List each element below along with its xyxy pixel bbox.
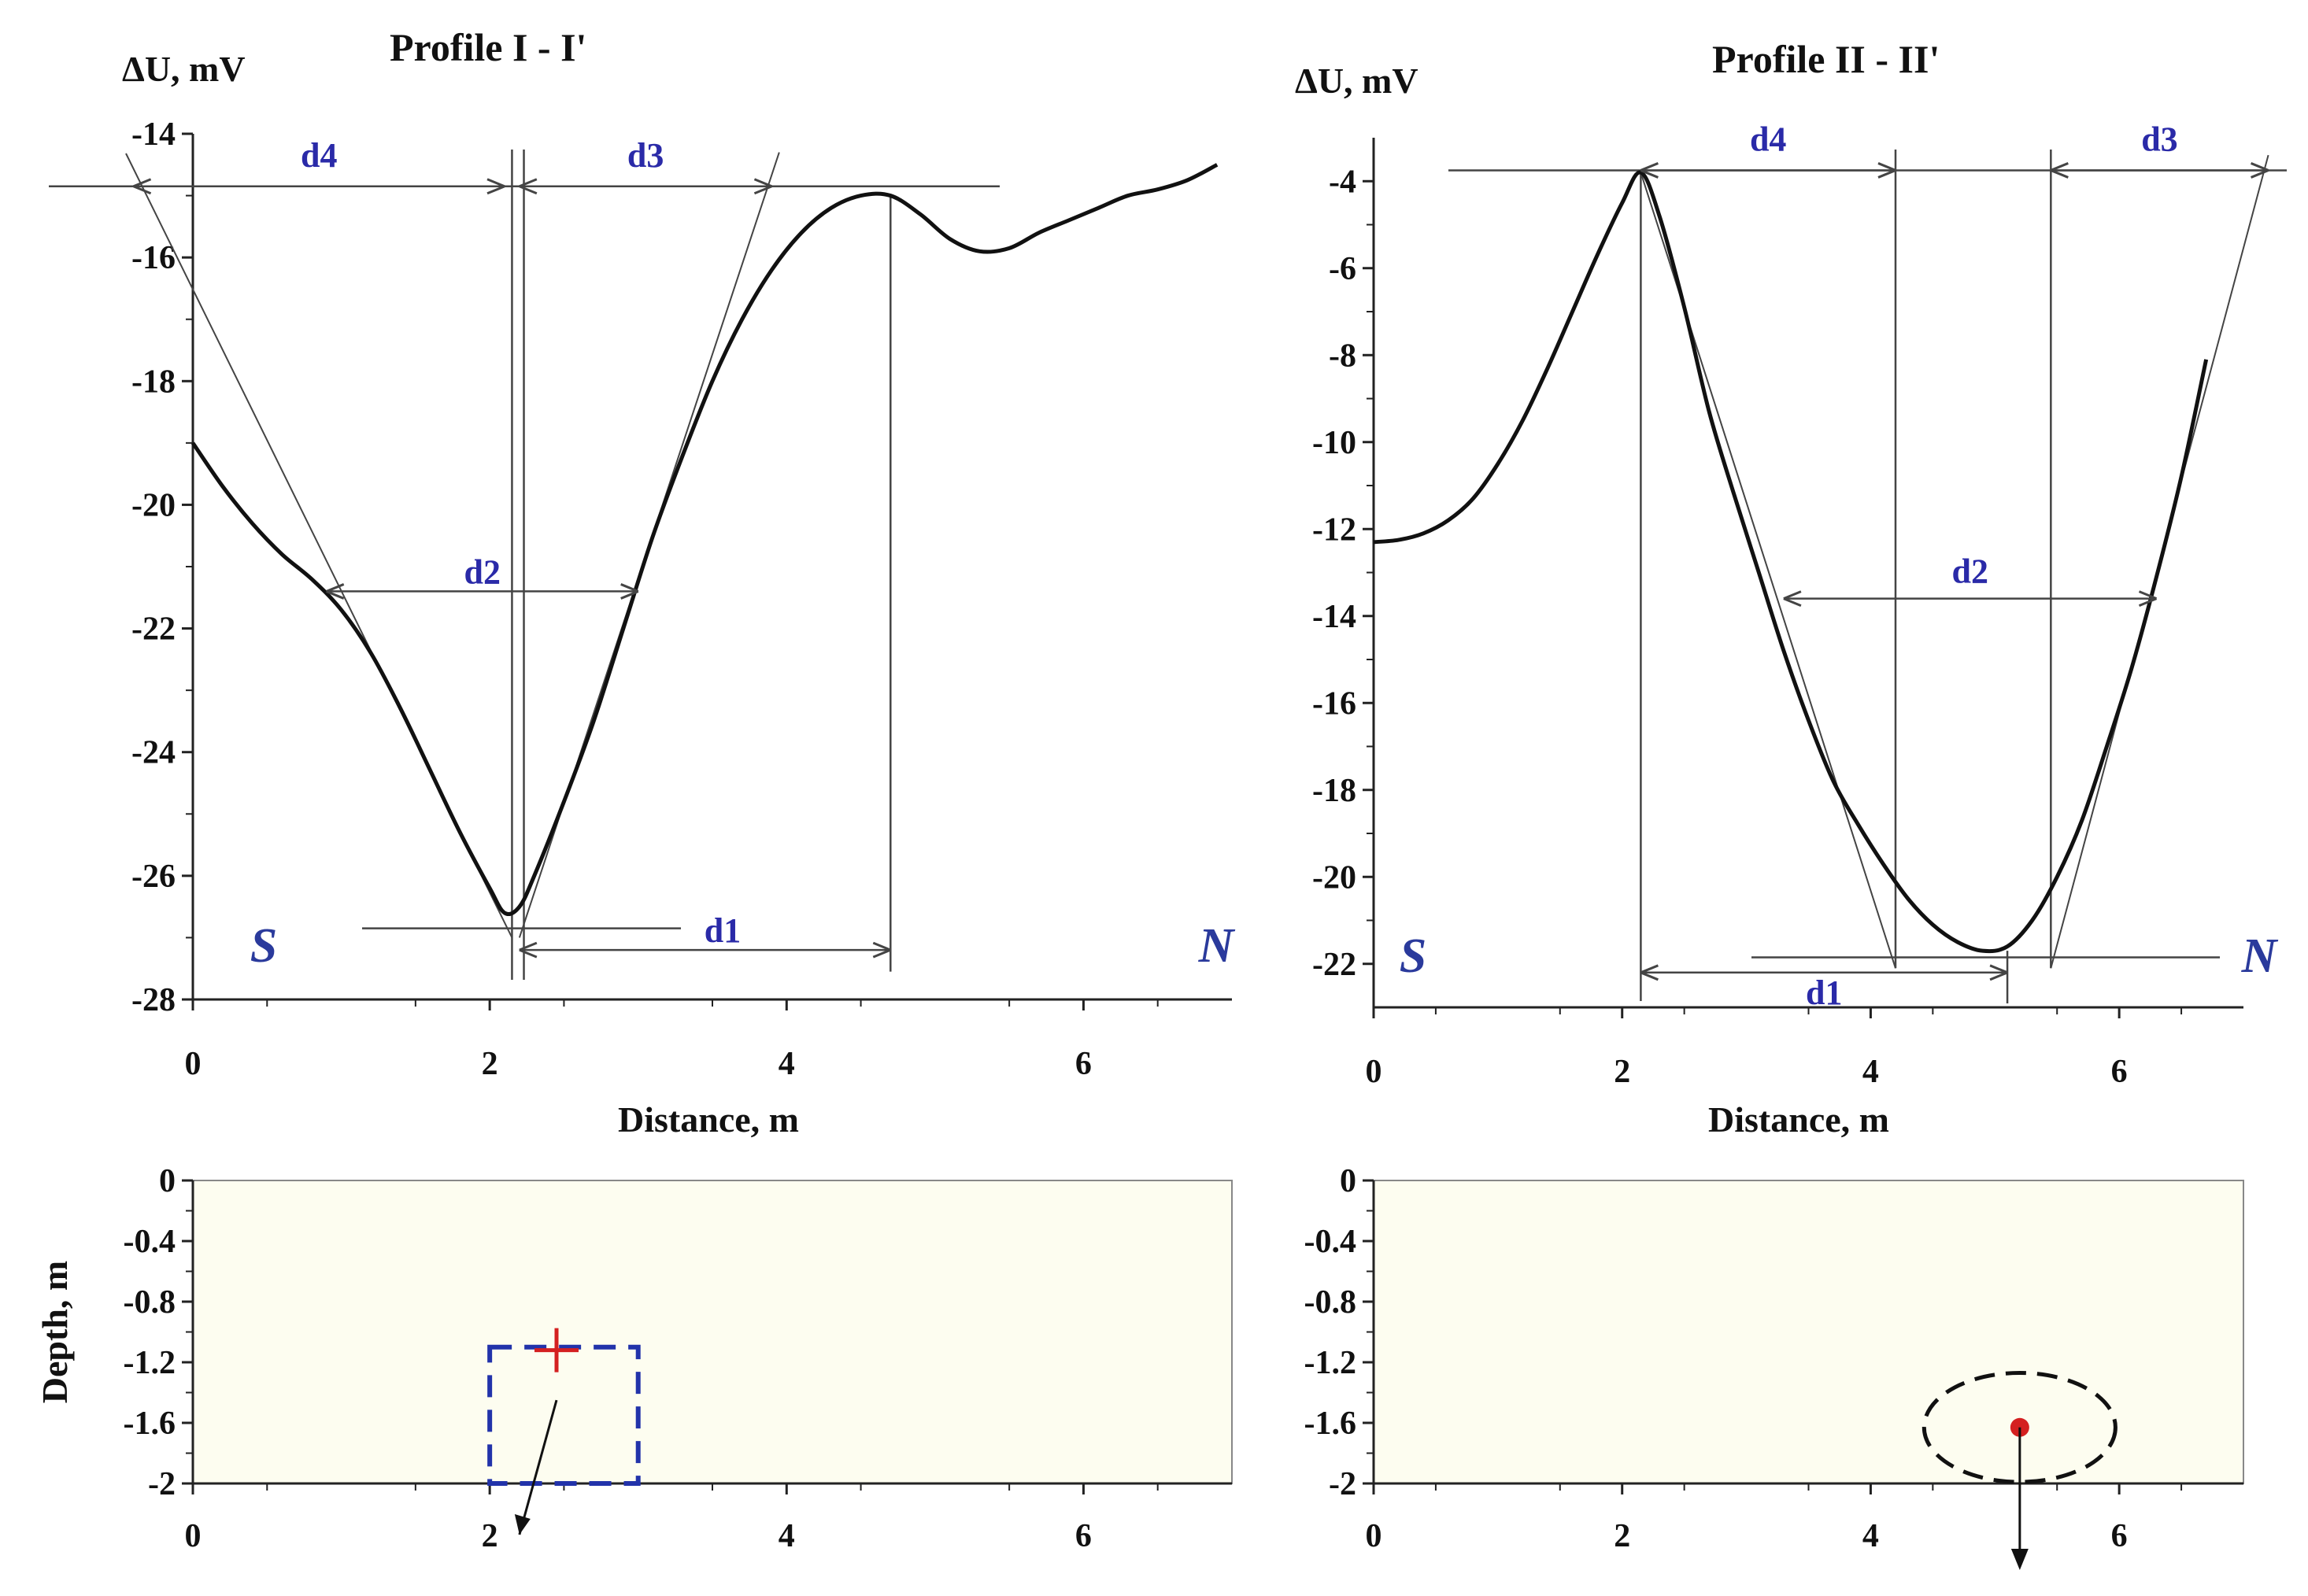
x-tick-label: 6 — [2111, 1518, 2128, 1554]
x-tick-label: 4 — [779, 1046, 795, 1082]
d4-label: d4 — [301, 136, 337, 175]
d1-label: d1 — [705, 911, 741, 950]
y-tick-label: -6 — [1329, 251, 1356, 287]
d1-arrow-right — [872, 941, 891, 959]
y-tick-label: -8 — [1329, 338, 1356, 374]
x-tick-label: 2 — [482, 1046, 498, 1082]
dip-arrow-head — [2010, 1549, 2029, 1570]
y-tick-label: -0.4 — [124, 1224, 176, 1260]
d3-arrow-right — [2251, 162, 2269, 179]
x-tick-label: 2 — [1614, 1054, 1630, 1090]
y-axis-title: ΔU, mV — [122, 49, 246, 89]
chart-title: Profile II - II' — [1712, 37, 1940, 81]
model-section-background — [192, 1180, 1233, 1484]
y-tick-label: -1.2 — [124, 1345, 176, 1381]
model-2-chart: 0 2 4 6 0 -0.4 -0.8 -1.2 -1.6 -2 — [1304, 1163, 2244, 1570]
d2-label: d2 — [1951, 552, 1988, 591]
y-tick-label: -1.6 — [1304, 1406, 1357, 1442]
x-tick-label: 4 — [1862, 1054, 1879, 1090]
y-tick-label: -12 — [1312, 512, 1356, 548]
direction-north: N — [1198, 919, 1236, 973]
d3-arrow-right — [753, 178, 772, 195]
d1-arrow-right — [1989, 964, 2008, 981]
model-section-background — [1373, 1180, 2244, 1484]
y-tick-label: -18 — [131, 364, 176, 400]
y-tick-label: -22 — [1312, 947, 1356, 983]
y-tick-label: -20 — [131, 487, 176, 523]
source-body-rectangle — [487, 1344, 641, 1486]
direction-south: S — [1400, 929, 1426, 983]
y-tick-label: -20 — [1312, 859, 1356, 896]
y-axis-title: Depth, m — [35, 1261, 75, 1403]
d2-label: d2 — [464, 552, 500, 591]
d2-arrow-right — [2138, 590, 2158, 608]
d4-arrow-right — [1877, 162, 1896, 179]
d2-arrow-left — [326, 583, 345, 600]
y-tick-label: -2 — [148, 1466, 176, 1502]
sp-anomaly-curve — [190, 163, 1219, 917]
y-tick-label: -14 — [1312, 599, 1356, 635]
model-1-chart: 0 2 4 6 0 -0.4 -0.8 -1.2 -1.6 -2 Depth, m — [35, 1163, 1233, 1554]
y-tick-label: 0 — [159, 1163, 176, 1199]
d4-arrow-right — [486, 178, 505, 195]
y-tick-label: -16 — [1312, 685, 1356, 722]
x-tick-label: 6 — [1075, 1518, 1092, 1554]
y-tick-label: 0 — [1340, 1163, 1356, 1199]
profile-1-chart: ΔU, mV Profile I - I' Distance, m 0 2 4 6 -14 -1… — [49, 25, 1236, 1140]
d3-label: d3 — [627, 136, 664, 175]
x-tick-label: 0 — [1366, 1518, 1382, 1554]
x-tick-label: 4 — [779, 1518, 795, 1554]
y-tick-label: -26 — [131, 859, 176, 895]
dip-arrow-head — [514, 1514, 531, 1535]
x-tick-label: 6 — [2111, 1054, 2128, 1090]
direction-south: S — [250, 919, 277, 973]
source-body-ellipse — [1921, 1370, 2118, 1484]
y-tick-label: -2 — [1329, 1466, 1356, 1502]
x-tick-label: 4 — [1862, 1518, 1879, 1554]
y-tick-label: -22 — [131, 611, 176, 648]
direction-north: N — [2241, 929, 2279, 983]
dip-arrow-shaft — [518, 1399, 558, 1535]
d1-arrow-left — [1640, 964, 1659, 981]
x-tick-label: 6 — [1075, 1046, 1092, 1082]
y-tick-label: -16 — [131, 240, 176, 276]
x-tick-label: 0 — [1366, 1054, 1382, 1090]
d3-label: d3 — [2141, 120, 2177, 158]
y-tick-label: -18 — [1312, 773, 1356, 809]
d4-arrow-left — [1640, 162, 1659, 179]
y-tick-label: -1.6 — [124, 1406, 176, 1442]
d1-arrow-left — [519, 941, 538, 959]
d3-arrow-left — [2050, 162, 2069, 179]
d4-label: d4 — [1750, 120, 1786, 158]
y-tick-label: -0.8 — [1304, 1284, 1357, 1321]
y-tick-label: -24 — [131, 735, 176, 771]
d2-arrow-left — [1783, 590, 1802, 608]
d1-label: d1 — [1806, 973, 1842, 1012]
y-tick-label: -14 — [131, 116, 176, 153]
x-axis-title: Distance, m — [618, 1099, 799, 1140]
y-tick-label: -28 — [131, 982, 176, 1018]
y-axis-title: ΔU, mV — [1295, 61, 1418, 101]
y-tick-label: -4 — [1329, 164, 1356, 200]
d3-arrow-left — [519, 178, 538, 195]
sp-anomaly-curve — [1373, 170, 2209, 954]
y-tick-label: -10 — [1312, 425, 1356, 461]
d2-arrow-right — [620, 583, 639, 600]
y-tick-label: -0.4 — [1304, 1224, 1357, 1260]
x-tick-label: 2 — [482, 1518, 498, 1554]
x-tick-label: 0 — [185, 1518, 202, 1554]
profile-2-chart: ΔU, mV Profile II - II' Distance, m 0 2 4 6 -4 -… — [1295, 37, 2287, 1140]
source-cross-marker — [534, 1328, 579, 1372]
x-tick-label: 2 — [1614, 1518, 1630, 1554]
x-axis-title: Distance, m — [1708, 1099, 1889, 1140]
d4-arrow-left — [133, 178, 152, 195]
chart-title: Profile I - I' — [390, 25, 586, 69]
x-tick-label: 0 — [185, 1046, 202, 1082]
y-tick-label: -0.8 — [124, 1284, 176, 1321]
y-tick-label: -1.2 — [1304, 1345, 1357, 1381]
